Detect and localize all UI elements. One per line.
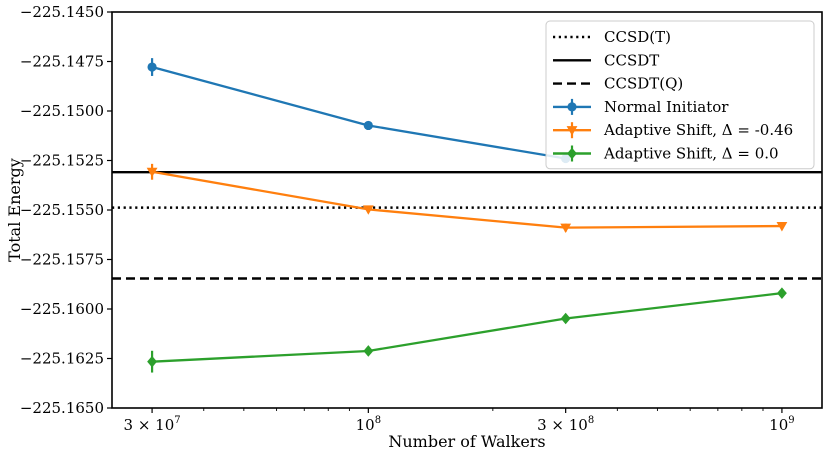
data-point-2-1	[363, 345, 374, 357]
legend-entry-2: CCSDT(Q)	[553, 75, 683, 93]
legend-marker-5	[567, 147, 577, 160]
legend-box	[545, 20, 815, 170]
x-axis-title: Number of Walkers	[388, 432, 545, 451]
x-axis: 3 × 107 108 3 × 108 109	[124, 408, 795, 434]
data-point-1-1	[362, 205, 374, 215]
legend-entry-4: Adaptive Shift, Δ = -0.46	[553, 121, 793, 139]
data-point-2-0	[147, 355, 158, 368]
legend-marker-4	[566, 126, 578, 136]
data-point-1-3	[776, 221, 788, 232]
legend-label-5: Adaptive Shift, Δ = 0.0	[603, 145, 779, 163]
legend-label-1: CCSDT	[604, 51, 659, 69]
legend-entry-0: CCSD(T)	[553, 28, 671, 46]
legend-marker-3	[567, 102, 577, 112]
data-point-1-0	[146, 167, 158, 178]
series-line-0	[151, 65, 566, 160]
series-1	[146, 163, 788, 234]
data-point-1-2	[560, 223, 572, 234]
y-tick-label-3: −225.1525	[20, 152, 104, 170]
legend-entry-5: Adaptive Shift, Δ = 0.0	[553, 145, 779, 163]
series-line-1	[151, 170, 782, 229]
series-line-2	[152, 292, 783, 363]
y-tick-label-7: −225.1625	[20, 350, 104, 368]
reference-lines	[112, 170, 822, 280]
legend: CCSD(T) CCSDT CCSDT(Q) Normal Initiator Adap…	[545, 20, 815, 170]
legend-entry-3: Normal Initiator	[553, 98, 729, 116]
data-point-2-2	[560, 312, 571, 325]
y-tick-label-8: −225.1650	[20, 399, 104, 417]
series-2	[147, 287, 787, 373]
y-tick-label-2: −225.1500	[20, 102, 104, 120]
y-tick-label-5: −225.1575	[20, 251, 104, 269]
x-tick-label-2: 3 × 108	[537, 415, 594, 434]
y-tick-label-6: −225.1600	[20, 300, 104, 318]
legend-label-4: Adaptive Shift, Δ = -0.46	[603, 121, 793, 139]
y-axis-title: Total Energy	[5, 158, 24, 262]
x-tick-label-3: 109	[769, 415, 794, 434]
legend-label-3: Normal Initiator	[604, 98, 729, 116]
legend-label-0: CCSD(T)	[604, 28, 671, 46]
legend-entry-1: CCSDT	[553, 51, 659, 69]
data-point-2-3	[776, 287, 787, 299]
y-tick-label-1: −225.1475	[20, 53, 104, 71]
x-tick-label-0: 3 × 107	[124, 415, 181, 434]
legend-label-2: CCSDT(Q)	[604, 75, 683, 93]
data-point-0-1	[363, 120, 373, 131]
y-axis: −225.1450 −225.1475 −225.1500 −225.1525 −225…	[20, 3, 112, 417]
y-tick-label-0: −225.1450	[20, 3, 104, 21]
x-tick-label-1: 108	[356, 415, 381, 434]
y-tick-label-4: −225.1550	[20, 201, 104, 219]
series-0	[147, 58, 571, 164]
data-point-0-0	[147, 62, 157, 72]
